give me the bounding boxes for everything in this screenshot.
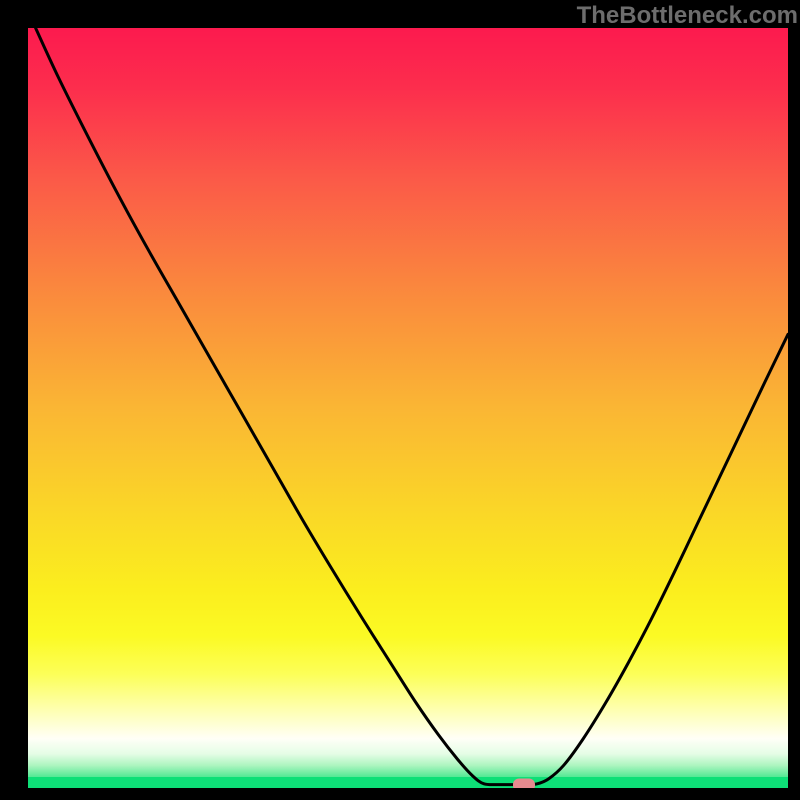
- optimal-marker: [513, 778, 535, 788]
- watermark-text: TheBottleneck.com: [577, 2, 798, 30]
- chart-root: TheBottleneck.com: [0, 0, 800, 800]
- plot-area: [28, 28, 788, 788]
- bottleneck-curve: [36, 28, 788, 785]
- curve-svg: [28, 28, 788, 788]
